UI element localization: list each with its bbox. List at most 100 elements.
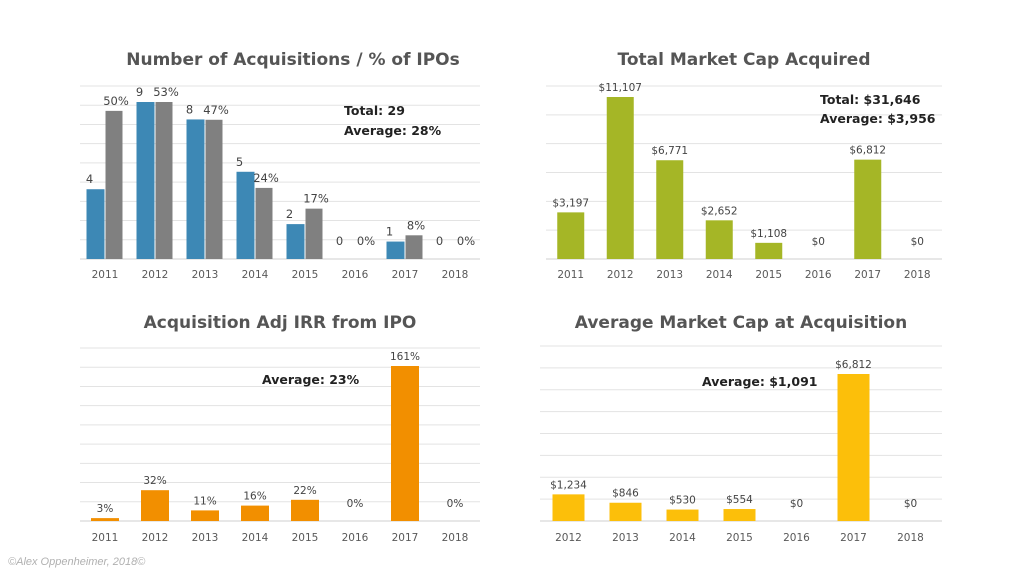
tmc-annotation-0: Total: $31,646 [820,92,921,107]
amc-label-2012: $1,234 [550,479,587,491]
amc-label-2014: $530 [669,495,696,507]
amc-tick-2017: 2017 [840,532,867,544]
acq-bar-2014-s1 [255,187,273,259]
acq-label-2011-s0: 4 [86,172,93,186]
irr-tick-2017: 2017 [392,532,419,544]
irr-tick-2013: 2013 [192,532,219,544]
amc-bar-2017 [837,374,870,521]
irr-bar-2011 [91,518,119,521]
acq-tick-2011: 2011 [92,269,119,281]
acq-bar-2017-s0 [386,241,405,259]
acq-tick-2012: 2012 [142,269,169,281]
acq-label-2012-s1: 53% [153,85,179,99]
acq-bar-2014-s0 [236,171,255,259]
irr-label-2012: 32% [143,475,166,487]
acq-bar-2011-s0 [86,189,105,259]
irr-bar-2015 [291,499,319,521]
tmc-bar-2017 [854,159,882,259]
acq-bar-2011-s1 [105,110,123,259]
irr-label-2016: 0% [347,498,364,510]
tmc-bar-2013 [656,160,684,259]
acq-label-2018-s0: 0 [436,234,443,248]
tmc-tick-2011: 2011 [557,269,584,281]
copyright-credit: ©Alex Oppenheimer, 2018© [8,556,146,568]
amc-label-2018: $0 [904,498,917,510]
tmc-tick-2016: 2016 [805,269,832,281]
acq-label-2017-s0: 1 [386,225,393,239]
irr-bar-2014 [241,505,269,521]
tmc-tick-2014: 2014 [706,269,733,281]
acq-label-2013-s0: 8 [186,102,193,116]
amc-tick-2018: 2018 [897,532,924,544]
amc-bar-2014 [666,509,699,521]
tmc-bar-2011 [557,212,585,259]
tmc-label-2015: $1,108 [750,228,787,240]
tmc-tick-2013: 2013 [656,269,683,281]
acq-tick-2014: 2014 [242,269,269,281]
amc-tick-2012: 2012 [555,532,582,544]
amc-bar-2012 [552,494,585,521]
irr-label-2011: 3% [97,503,114,515]
acq-tick-2016: 2016 [342,269,369,281]
acq-label-2016-s0: 0 [336,234,343,248]
acq-label-2014-s1: 24% [253,171,279,185]
acq-bar-2017-s1 [405,235,423,259]
amc-tick-2014: 2014 [669,532,696,544]
irr-annotation-0: Average: 23% [262,372,360,387]
tmc-tick-2018: 2018 [904,269,931,281]
irr-bar-2012 [141,490,169,521]
tmc-label-2013: $6,771 [651,145,688,157]
amc-label-2013: $846 [612,488,639,500]
irr-tick-2012: 2012 [142,532,169,544]
irr-tick-2016: 2016 [342,532,369,544]
tmc-bar-2015 [755,242,783,259]
acq-tick-2013: 2013 [192,269,219,281]
acq-label-2014-s0: 5 [236,155,243,169]
tmc-bar-2012 [606,97,634,259]
acq-bar-2015-s0 [286,224,305,259]
acq-label-2016-s1: 0% [357,234,375,248]
irr-tick-2015: 2015 [292,532,319,544]
acq-label-2011-s1: 50% [103,94,129,108]
tmc-label-2018: $0 [911,236,924,248]
acq-bar-2012-s0 [136,102,155,259]
tmc-bar-2014 [705,220,733,259]
chart-title-total-market-cap: Total Market Cap Acquired [617,50,871,70]
acq-tick-2015: 2015 [292,269,319,281]
acq-label-2013-s1: 47% [203,103,229,117]
irr-label-2015: 22% [293,485,316,497]
amc-bar-2013 [609,502,642,521]
acq-tick-2017: 2017 [392,269,419,281]
chart-title-average-market-cap: Average Market Cap at Acquisition [574,313,908,333]
irr-label-2013: 11% [193,495,216,507]
tmc-label-2012: $11,107 [599,82,642,94]
amc-label-2016: $0 [790,498,803,510]
tmc-tick-2012: 2012 [607,269,634,281]
irr-tick-2014: 2014 [242,532,269,544]
acq-annotation-0: Total: 29 [344,103,405,118]
irr-bar-2017 [391,366,419,521]
tmc-label-2016: $0 [812,236,825,248]
acq-bar-2013-s1 [205,119,223,259]
irr-label-2017: 161% [390,351,420,363]
chart-title-acquisitions: Number of Acquisitions / % of IPOs [126,50,460,70]
irr-label-2014: 16% [243,491,266,503]
amc-tick-2016: 2016 [783,532,810,544]
tmc-annotation-1: Average: $3,956 [820,111,936,126]
tmc-label-2014: $2,652 [701,205,738,217]
acq-label-2017-s1: 8% [407,218,425,232]
amc-label-2015: $554 [726,494,753,506]
amc-label-2017: $6,812 [835,359,872,371]
acq-tick-2018: 2018 [442,269,469,281]
tmc-tick-2015: 2015 [755,269,782,281]
acq-annotation-1: Average: 28% [344,123,442,138]
acq-bar-2013-s0 [186,119,205,259]
irr-tick-2018: 2018 [442,532,469,544]
amc-tick-2013: 2013 [612,532,639,544]
tmc-tick-2017: 2017 [854,269,881,281]
acq-label-2012-s0: 9 [136,85,143,99]
acq-bar-2015-s1 [305,208,323,259]
acq-label-2018-s1: 0% [457,234,475,248]
irr-bar-2013 [191,510,219,521]
